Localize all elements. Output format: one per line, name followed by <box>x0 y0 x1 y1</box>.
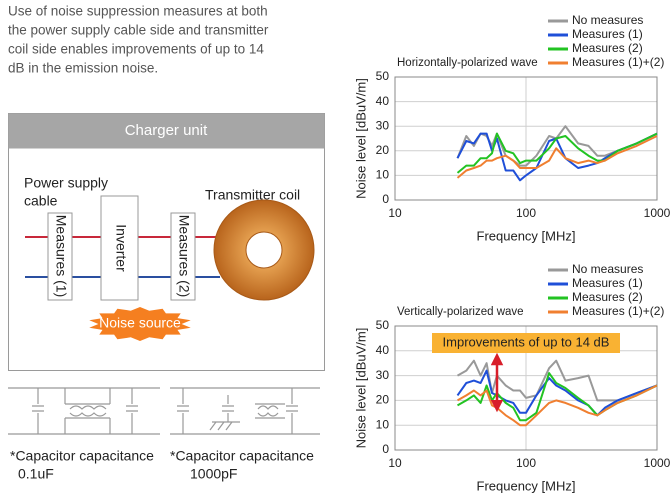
x-tick-label: 100 <box>516 456 536 470</box>
legend-label: Measures (2) <box>572 290 643 304</box>
x-axis-label: Frequency [MHz] <box>477 478 576 493</box>
series-line <box>457 359 658 402</box>
plot-border <box>394 76 658 201</box>
intro-line: Use of noise suppression measures at bot… <box>8 4 268 19</box>
legend-label: Measures (1) <box>572 27 643 41</box>
noise-source-label: Noise source <box>99 315 181 331</box>
caption: 0.1uF <box>18 466 54 482</box>
annotation-box <box>432 333 620 353</box>
y-axis-label: Noise level [dBuV/m] <box>353 78 368 199</box>
y-tick-label: 0 <box>382 442 389 456</box>
coil-label: Transmitter coil <box>205 187 300 203</box>
y-tick-label: 20 <box>376 393 390 407</box>
block <box>100 195 139 301</box>
y-tick-label: 40 <box>376 94 390 108</box>
x-tick-label: 1000 <box>644 206 671 220</box>
y-tick-label: 30 <box>376 118 390 132</box>
y-tick-label: 10 <box>376 168 390 182</box>
block <box>47 212 73 301</box>
caption: 1000pF <box>190 466 237 482</box>
intro-line: the power supply cable side and transmit… <box>8 23 269 38</box>
cable-label: cable <box>24 193 58 209</box>
intro-line: coil side enables improvements of up to … <box>8 42 264 57</box>
x-tick-label: 10 <box>388 456 402 470</box>
chart-title: Horizontally-polarized wave <box>397 57 538 69</box>
coil-hole <box>245 231 283 269</box>
y-tick-label: 50 <box>376 318 390 332</box>
series-line <box>456 135 658 179</box>
legend-label: No measures <box>572 262 643 276</box>
chart-title: Vertically-polarized wave <box>397 306 524 318</box>
block-label: Measures (1) <box>53 215 69 297</box>
y-axis-label: Noise level [dBuV/m] <box>353 328 368 449</box>
y-tick-label: 20 <box>376 143 390 157</box>
annotation: Improvements of up to 14 dB <box>443 334 610 349</box>
y-tick-label: 10 <box>376 417 390 431</box>
x-tick-label: 1000 <box>644 456 671 470</box>
plot-border <box>394 325 658 451</box>
y-tick-label: 50 <box>376 69 390 83</box>
y-tick-label: 30 <box>376 368 390 382</box>
legend-label: No measures <box>572 13 643 27</box>
diagram: Charger unit Power supply cable Transmit… <box>8 113 325 371</box>
block-label: Inverter <box>113 224 129 272</box>
legend-label: Measures (1)+(2) <box>572 55 664 69</box>
series-line <box>456 369 658 417</box>
block <box>170 212 196 301</box>
charger-header <box>8 113 325 149</box>
series-line <box>456 132 658 174</box>
legend-label: Measures (1)+(2) <box>572 304 664 318</box>
y-tick-label: 0 <box>382 192 389 206</box>
intro-line: dB in the emission noise. <box>8 61 158 76</box>
charger-title: Charger unit <box>125 122 208 139</box>
cable-label: Power supply <box>24 175 108 191</box>
legend-label: Measures (2) <box>572 41 643 55</box>
x-tick-label: 100 <box>516 206 536 220</box>
x-tick-label: 10 <box>388 206 402 220</box>
y-tick-label: 40 <box>376 343 390 357</box>
schematic <box>8 387 320 435</box>
legend-label: Measures (1) <box>572 276 643 290</box>
block-label: Measures (2) <box>176 215 192 297</box>
caption: *Capacitor capacitance <box>10 448 154 464</box>
caption: *Capacitor capacitance <box>170 448 314 464</box>
series-line <box>457 384 658 427</box>
x-axis-label: Frequency [MHz] <box>477 228 576 243</box>
noise-source-burst <box>89 307 191 341</box>
